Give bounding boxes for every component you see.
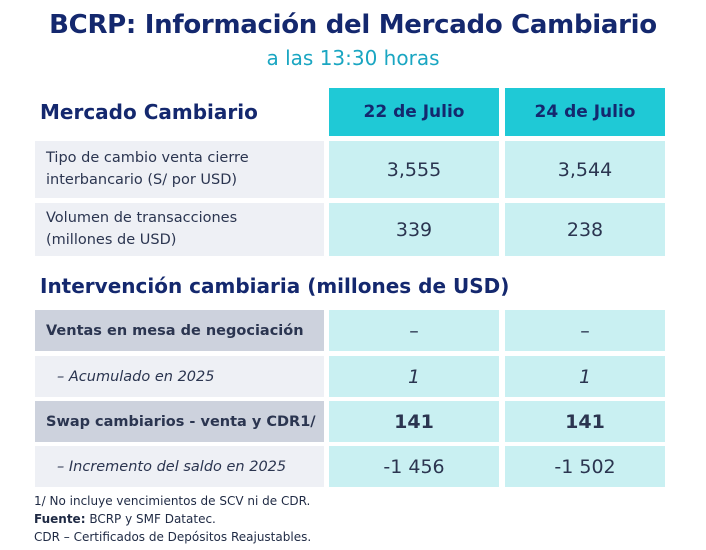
- label-line: (millones de USD): [46, 232, 177, 248]
- market-row-volume-value-1: 339: [329, 203, 499, 256]
- source-label: Fuente:: [34, 512, 86, 526]
- intervention-row-sales-label: Ventas en mesa de negociación: [35, 310, 324, 351]
- label-line: Volumen de transacciones: [46, 210, 238, 226]
- intervention-row-swap-label: Swap cambiarios - venta y CDR1/: [35, 401, 324, 442]
- page-title: BCRP: Información del Mercado Cambiario: [49, 10, 657, 40]
- intervention-row-increment-value-2: -1 502: [505, 446, 665, 487]
- intervention-row-sales-value-1: –: [329, 310, 499, 351]
- market-row-exchange-rate-label: Tipo de cambio venta cierre interbancari…: [35, 141, 324, 198]
- intervention-row-sales-value-2: –: [505, 310, 665, 351]
- source-text: BCRP y SMF Datatec.: [85, 512, 216, 526]
- intervention-row-increment-value-1: -1 456: [329, 446, 499, 487]
- intervention-row-accumulated-value-2: 1: [505, 356, 665, 397]
- intervention-row-swap-value-2: 141: [505, 401, 665, 442]
- market-row-exchange-rate-value-2: 3,544: [505, 141, 665, 198]
- market-heading: Mercado Cambiario: [40, 100, 258, 124]
- intervention-row-increment-label: – Incremento del saldo en 2025: [35, 446, 324, 487]
- intervention-row-accumulated-label: – Acumulado en 2025: [35, 356, 324, 397]
- market-row-volume-value-2: 238: [505, 203, 665, 256]
- date-header-1: 22 de Julio: [329, 88, 499, 136]
- intervention-row-swap-value-1: 141: [329, 401, 499, 442]
- footnote-cdr: CDR – Certificados de Depósitos Reajusta…: [34, 530, 312, 544]
- footnote-1: 1/ No incluye vencimientos de SCV ni de …: [34, 494, 311, 508]
- intervention-row-accumulated-value-1: 1: [329, 356, 499, 397]
- footnote-source: Fuente: BCRP y SMF Datatec.: [34, 512, 216, 526]
- intervention-heading: Intervención cambiaria (millones de USD): [40, 274, 510, 298]
- market-row-exchange-rate-value-1: 3,555: [329, 141, 499, 198]
- date-header-2: 24 de Julio: [505, 88, 665, 136]
- label-line: interbancario (S/ por USD): [46, 172, 238, 188]
- market-row-volume-label: Volumen de transacciones (millones de US…: [35, 203, 324, 256]
- page-subtitle: a las 13:30 horas: [266, 46, 440, 70]
- label-line: Tipo de cambio venta cierre: [46, 150, 249, 166]
